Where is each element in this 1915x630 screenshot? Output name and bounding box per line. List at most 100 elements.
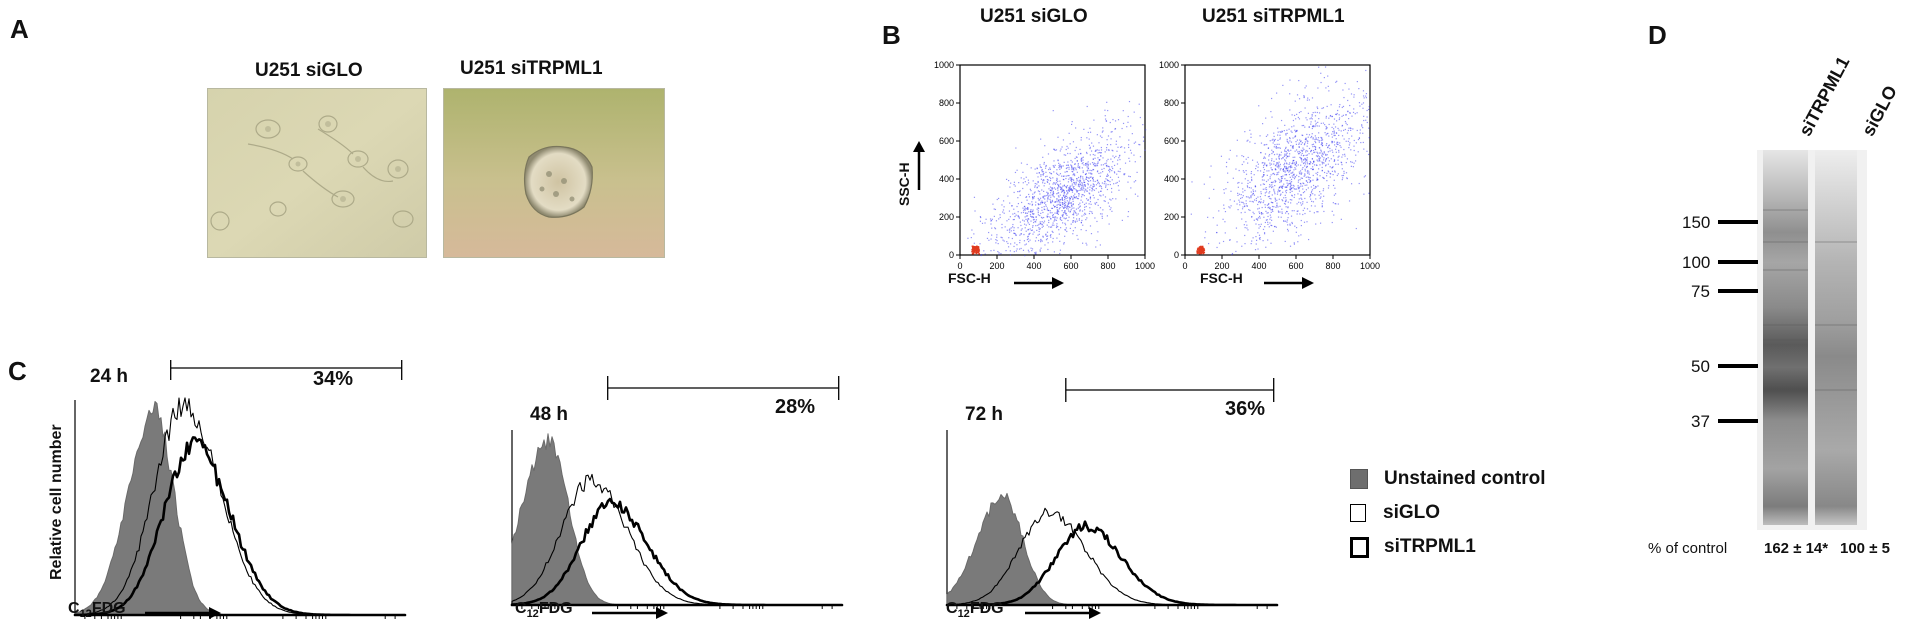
scatter-point [1079, 183, 1081, 185]
scatter-point [1307, 140, 1309, 143]
scatter-point [1298, 190, 1301, 192]
scatter-point [1108, 166, 1110, 168]
scatter-point [1128, 146, 1130, 149]
scatter-point [1273, 172, 1275, 175]
scatter-point [1328, 171, 1330, 173]
scatter-point [1254, 142, 1256, 145]
scatter-point [1325, 159, 1327, 161]
scatter-point [1333, 179, 1335, 181]
scatter-point [1097, 204, 1099, 206]
scatter-point [1050, 202, 1052, 204]
scatter-point [1129, 176, 1131, 178]
scatter-point [1084, 189, 1086, 191]
scatter-point [1042, 173, 1044, 175]
scatter-point [1066, 208, 1068, 210]
scatter-point [1096, 163, 1098, 165]
scatter-point [1256, 218, 1258, 220]
scatter-point [1057, 195, 1060, 197]
scatter-point [1101, 131, 1103, 133]
scatter-point [1227, 172, 1229, 174]
scatter-point [1042, 196, 1044, 198]
scatter-point [1288, 166, 1290, 168]
scatter-point [1302, 201, 1304, 203]
scatter-point [1097, 170, 1099, 172]
scatter-point [1018, 248, 1021, 250]
scatter-point [1059, 163, 1061, 166]
scatter-point [1204, 231, 1207, 233]
scatter-point [1269, 207, 1271, 209]
scatter-point [1286, 152, 1288, 154]
scatter-point [1053, 187, 1056, 189]
scatter-point [1260, 213, 1263, 215]
scatter-point [1247, 196, 1249, 198]
scatter-point [1052, 237, 1054, 240]
scatter-point [1328, 185, 1330, 187]
scatter-point [1066, 145, 1068, 148]
scatter-point [1312, 193, 1314, 195]
scatter-point [1231, 253, 1233, 256]
scatter-point [1079, 179, 1081, 181]
scatter-point [1309, 210, 1311, 212]
scatter-point [1076, 160, 1078, 162]
scatter-point [1304, 174, 1306, 176]
scatter-point [1074, 210, 1076, 212]
scatter-point [1348, 138, 1350, 140]
c12fdg-tail: FDG [538, 600, 573, 617]
scatter-point [1270, 216, 1272, 218]
scatter-point [1306, 161, 1308, 163]
scatter-point [1327, 75, 1329, 77]
scatter-point [1068, 166, 1070, 168]
scatter-point [1257, 170, 1259, 172]
scatter-point [1046, 215, 1048, 217]
scatter-point [1083, 191, 1086, 193]
c12fdg-label-3: C12FDG [946, 600, 1004, 620]
scatter-point [1312, 184, 1315, 187]
scatter-point [1267, 239, 1269, 241]
scatter-point [1020, 233, 1022, 235]
scatter-point [1108, 169, 1110, 171]
scatter-point [1020, 212, 1022, 214]
scatter-point [1089, 201, 1092, 203]
scatter-point [1310, 161, 1312, 164]
scatter-point [1115, 155, 1117, 158]
scatter-point [1034, 240, 1037, 242]
scatter-point [1271, 158, 1273, 160]
scatter-point [1254, 190, 1257, 192]
scatter-point [1107, 180, 1110, 182]
scatter-point [1281, 212, 1283, 215]
scatter-point [1212, 217, 1214, 219]
scatter-point [1094, 165, 1097, 167]
scatter-point [1090, 203, 1092, 205]
scatter-point [1319, 222, 1322, 224]
scatter-point-debris [1201, 245, 1204, 248]
scatter-point [1295, 162, 1297, 165]
scatter-points [967, 100, 1147, 257]
scatter-point [1300, 140, 1302, 142]
ssc-h-axis-label: SSC-H [896, 162, 912, 206]
mw-marker-150: 150 [1682, 213, 1711, 232]
scatter-point [1297, 151, 1299, 153]
scatter-point [1050, 236, 1052, 238]
scatter-point [1109, 121, 1111, 124]
scatter-point [1225, 161, 1228, 164]
scatter-point [1118, 189, 1120, 191]
scatter-point [1328, 144, 1331, 146]
scatter-point [1261, 176, 1263, 178]
scatter-point-debris [972, 251, 975, 254]
scatter-point [1352, 111, 1355, 114]
scatter-point [1265, 180, 1268, 183]
scatter-point [1293, 243, 1296, 245]
scatter-point [1011, 237, 1013, 240]
scatter-point [1336, 141, 1338, 143]
scatter-point [1283, 197, 1285, 199]
scatter-point [1056, 178, 1058, 181]
scatter-point [1316, 159, 1318, 161]
scatter-point [1102, 171, 1104, 173]
scatter-point [1325, 87, 1327, 89]
scatter-point [1220, 155, 1223, 157]
scatter-point [1069, 227, 1071, 230]
scatter-point [1353, 162, 1355, 164]
scatter-point [1049, 176, 1051, 179]
scatter-point [1304, 141, 1307, 143]
scatter-point [1334, 203, 1336, 205]
